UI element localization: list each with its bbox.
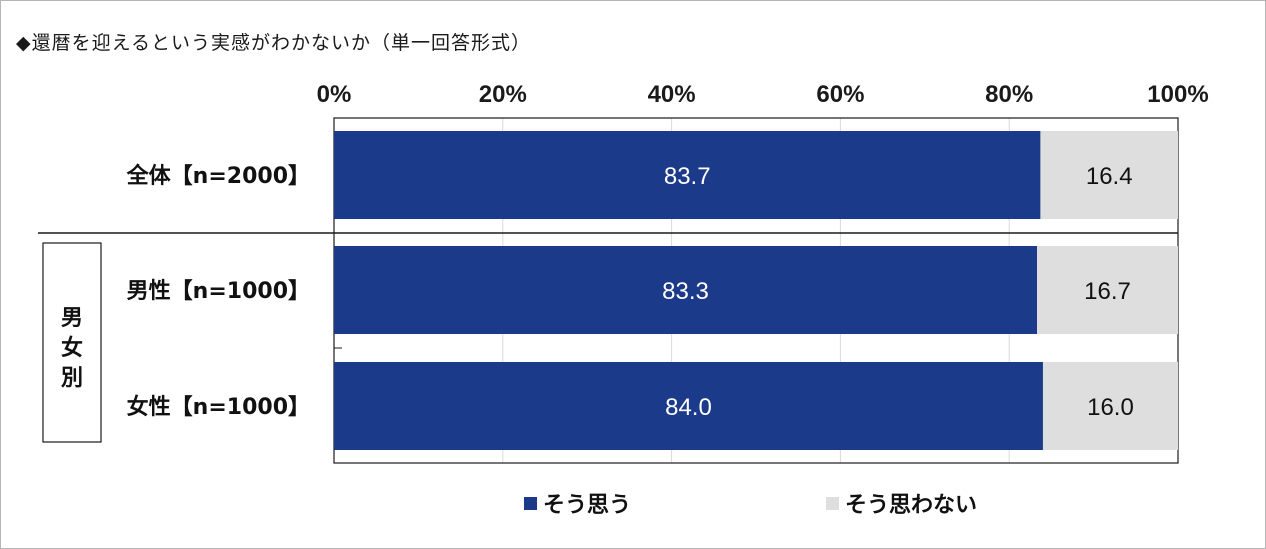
bar-segment <box>334 246 1038 334</box>
group-label-char: 男 <box>61 306 83 331</box>
x-tick-label: 60% <box>816 81 864 108</box>
group-box <box>42 242 102 443</box>
data-label: 83.3 <box>662 278 709 305</box>
legend-swatch <box>524 497 537 510</box>
bar-segment <box>334 131 1041 219</box>
bar-segment <box>334 362 1043 450</box>
labels: 0% 20% 40% 60% 80% 100% 男女別 83.7 16.4 全体【n=2000】 8… <box>61 81 1209 518</box>
bars <box>334 131 1178 450</box>
chart-title: ◆還暦を迎えるという実感がわかないか（単一回答形式） <box>16 32 532 54</box>
group-label-char: 別 <box>61 366 83 391</box>
x-tick-label: 20% <box>479 81 527 108</box>
data-label: 83.7 <box>664 163 711 190</box>
legend-label: そう思う <box>543 493 631 518</box>
data-label: 16.4 <box>1086 163 1133 190</box>
legend-swatch <box>826 497 839 510</box>
group-label-char: 女 <box>61 335 83 361</box>
x-tick-label: 0% <box>317 81 352 108</box>
category-label: 男性【n=1000】 <box>127 279 310 304</box>
legend-label: そう思わない <box>845 493 977 518</box>
data-label: 16.0 <box>1087 394 1134 421</box>
data-label: 84.0 <box>665 394 712 421</box>
category-label: 女性【n=1000】 <box>127 394 310 420</box>
bar-segment <box>1042 362 1178 450</box>
x-tick-label: 80% <box>985 81 1033 108</box>
data-label: 16.7 <box>1084 278 1131 305</box>
bar-segment <box>1040 131 1178 219</box>
x-tick-label: 40% <box>648 81 696 108</box>
x-tick-label: 100% <box>1147 81 1208 108</box>
bar-segment <box>1037 246 1178 334</box>
category-label: 全体【n=2000】 <box>126 163 310 189</box>
